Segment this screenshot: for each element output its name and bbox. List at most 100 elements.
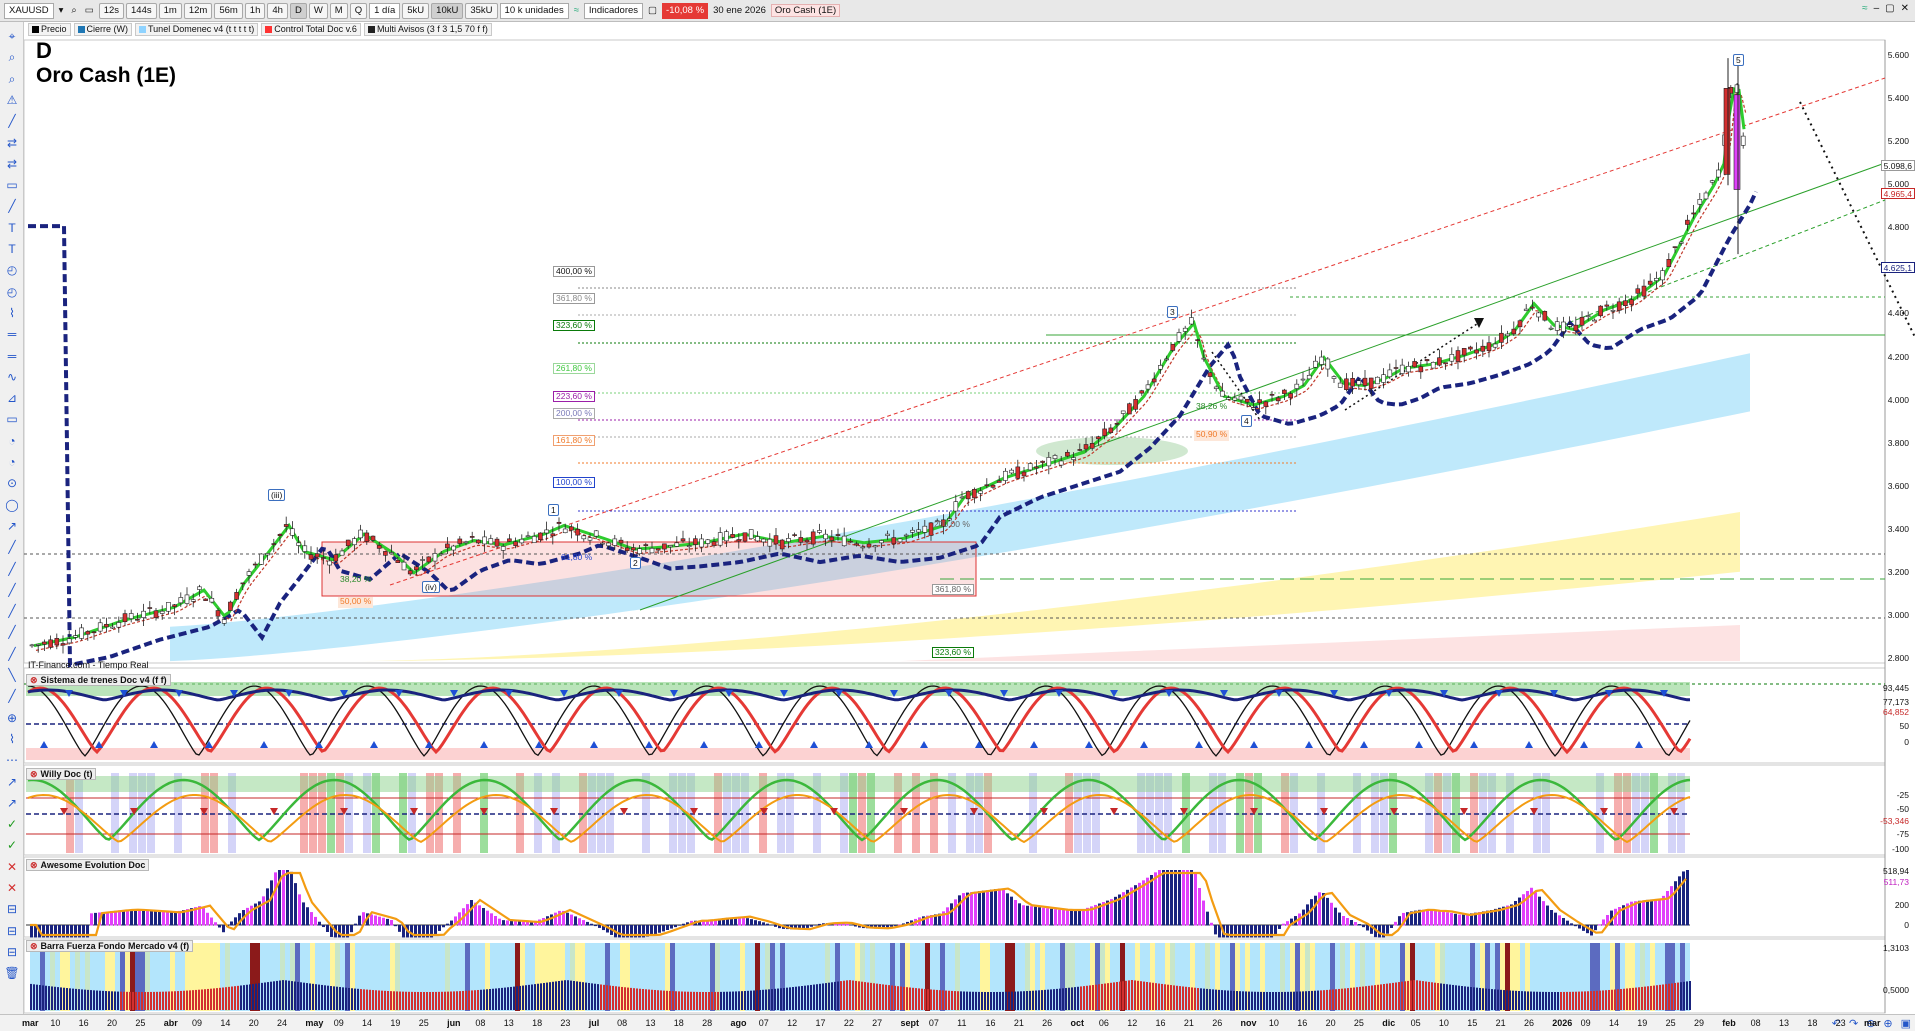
candle[interactable] [1723, 88, 1731, 175]
candle[interactable] [773, 535, 779, 545]
candle[interactable] [1734, 84, 1740, 93]
candle[interactable] [810, 531, 816, 545]
candle[interactable] [1244, 398, 1250, 403]
chevron-down-icon[interactable]: ▾ [58, 5, 64, 16]
candle[interactable] [854, 543, 859, 546]
candle[interactable] [110, 626, 115, 629]
candle[interactable] [965, 491, 971, 500]
candle[interactable] [1492, 343, 1498, 348]
candle[interactable] [550, 533, 556, 537]
candle[interactable] [203, 598, 208, 601]
candle[interactable] [1703, 192, 1709, 200]
candle[interactable] [1430, 362, 1436, 369]
candle[interactable] [35, 644, 41, 646]
candle[interactable] [1344, 378, 1349, 390]
candle[interactable] [817, 530, 822, 533]
candle[interactable] [562, 528, 568, 534]
candle[interactable] [426, 556, 432, 563]
candle[interactable] [1220, 390, 1225, 397]
candle[interactable] [972, 488, 977, 499]
candle[interactable] [618, 539, 624, 544]
candle[interactable] [178, 597, 184, 604]
candle[interactable] [1629, 299, 1634, 305]
candle[interactable] [705, 539, 711, 544]
unit-button-10kU[interactable]: 10kU [431, 2, 464, 19]
candle[interactable] [1393, 367, 1399, 369]
candle[interactable] [73, 635, 78, 638]
candle[interactable] [1691, 212, 1696, 215]
candle[interactable] [525, 535, 531, 538]
drawing-tool-icon[interactable]: ◴ [6, 284, 18, 299]
candle[interactable] [1554, 321, 1560, 331]
candle[interactable] [1697, 199, 1703, 205]
candle[interactable] [66, 638, 72, 644]
undo-icon[interactable]: ↶ [1831, 1018, 1841, 1030]
candle[interactable] [804, 539, 810, 543]
candle[interactable] [29, 644, 35, 647]
candle[interactable] [1678, 241, 1684, 244]
candle[interactable] [1046, 457, 1052, 467]
candle[interactable] [903, 534, 909, 537]
candle[interactable] [1300, 378, 1306, 381]
drawing-tool-icon[interactable]: ⌕ [8, 71, 16, 86]
candle[interactable] [1182, 327, 1188, 332]
panel-barra-title[interactable]: ⊗ Barra Fuerza Fondo Mercado v4 (f) [26, 940, 194, 952]
candle[interactable] [172, 604, 177, 607]
drawing-tool-icon[interactable]: ╱ [8, 561, 16, 576]
candle[interactable] [916, 529, 921, 533]
pin-icon[interactable]: ▭ [84, 5, 94, 16]
candle[interactable] [296, 542, 301, 546]
minimize-icon[interactable]: – [1873, 3, 1880, 14]
drawing-tool-icon[interactable]: ╲ [8, 668, 16, 682]
candle[interactable] [395, 560, 401, 563]
candle[interactable] [779, 539, 785, 550]
candle[interactable] [122, 613, 128, 623]
candle[interactable] [1034, 466, 1039, 469]
candle[interactable] [612, 538, 618, 546]
search-icon[interactable]: ⌕ [71, 5, 77, 16]
candle[interactable] [259, 553, 264, 565]
candle[interactable] [308, 554, 314, 560]
candle[interactable] [1362, 377, 1368, 386]
candle[interactable] [1635, 288, 1641, 294]
candle[interactable] [1641, 285, 1647, 297]
candle[interactable] [1499, 332, 1504, 343]
candle[interactable] [1096, 436, 1101, 440]
drawing-tool-icon[interactable]: ✕ [6, 881, 18, 895]
candle[interactable] [829, 536, 835, 541]
candle[interactable] [1480, 345, 1486, 352]
candle[interactable] [1406, 365, 1411, 373]
candle[interactable] [1356, 380, 1362, 385]
timeframe-button-1h[interactable]: 1h [244, 2, 266, 19]
candle[interactable] [513, 541, 518, 546]
legend-item[interactable]: Control Total Doc v.6 [261, 22, 361, 36]
candle[interactable] [420, 559, 425, 561]
candle[interactable] [662, 543, 667, 550]
candle[interactable] [1685, 219, 1690, 225]
candle[interactable] [792, 534, 797, 536]
candle[interactable] [1164, 358, 1169, 361]
drawing-tool-icon[interactable]: ⊟ [6, 923, 18, 938]
candle[interactable] [271, 543, 277, 545]
candle[interactable] [693, 538, 698, 545]
candle[interactable] [928, 522, 934, 536]
candle[interactable] [104, 623, 109, 628]
willy-line[interactable] [27, 778, 1691, 842]
candle[interactable] [1530, 306, 1535, 309]
candle[interactable] [1040, 460, 1045, 463]
candle[interactable] [54, 638, 60, 646]
candle[interactable] [934, 520, 940, 523]
redo-icon[interactable]: ↷ [1848, 1018, 1859, 1030]
candle[interactable] [835, 534, 841, 536]
candle[interactable] [748, 529, 754, 540]
candle[interactable] [1350, 377, 1355, 387]
candle[interactable] [1306, 374, 1312, 380]
candle[interactable] [755, 536, 760, 542]
candle[interactable] [1536, 312, 1541, 318]
trend-line-green[interactable] [639, 162, 1886, 611]
indicators-icon[interactable]: ≈ [573, 5, 579, 16]
candle[interactable] [1238, 395, 1244, 401]
drawing-tool-icon[interactable]: ⊙ [6, 476, 18, 491]
fit-icon[interactable]: ▣ [1900, 1018, 1911, 1030]
candle[interactable] [1740, 135, 1746, 146]
